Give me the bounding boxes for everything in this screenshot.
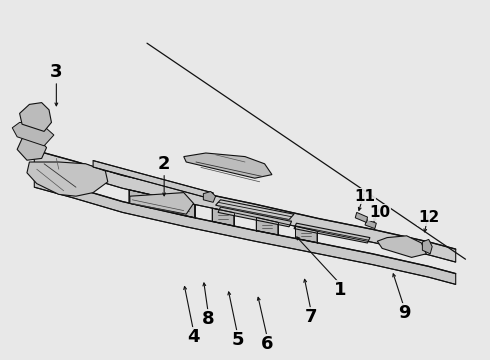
Text: 4: 4 bbox=[187, 328, 200, 346]
Text: 1: 1 bbox=[334, 281, 347, 299]
Text: 5: 5 bbox=[231, 331, 244, 349]
Polygon shape bbox=[184, 153, 272, 178]
Text: 3: 3 bbox=[50, 63, 63, 81]
Text: 7: 7 bbox=[305, 308, 318, 326]
Polygon shape bbox=[93, 161, 213, 199]
Polygon shape bbox=[377, 236, 426, 257]
Polygon shape bbox=[27, 162, 108, 196]
Polygon shape bbox=[365, 220, 376, 229]
Polygon shape bbox=[294, 223, 370, 243]
Polygon shape bbox=[218, 207, 292, 227]
Text: 11: 11 bbox=[355, 189, 375, 204]
Polygon shape bbox=[20, 103, 51, 131]
Polygon shape bbox=[256, 217, 278, 235]
Text: 6: 6 bbox=[261, 335, 273, 353]
Polygon shape bbox=[129, 190, 150, 208]
Polygon shape bbox=[17, 137, 47, 160]
Text: 2: 2 bbox=[158, 155, 171, 173]
Text: 8: 8 bbox=[202, 310, 215, 328]
Polygon shape bbox=[34, 176, 456, 284]
Polygon shape bbox=[216, 200, 294, 220]
Text: 9: 9 bbox=[398, 304, 411, 322]
Polygon shape bbox=[173, 200, 195, 218]
Polygon shape bbox=[212, 208, 234, 226]
Polygon shape bbox=[130, 193, 194, 214]
Polygon shape bbox=[12, 122, 54, 146]
Polygon shape bbox=[355, 212, 368, 222]
Text: 12: 12 bbox=[418, 210, 440, 225]
Polygon shape bbox=[34, 150, 456, 262]
Polygon shape bbox=[422, 239, 432, 254]
Polygon shape bbox=[203, 192, 216, 202]
Text: 10: 10 bbox=[369, 205, 391, 220]
Polygon shape bbox=[295, 226, 317, 243]
